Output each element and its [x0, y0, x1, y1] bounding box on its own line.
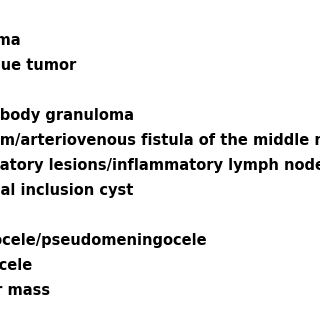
Text: Hematoma: Hematoma — [0, 33, 22, 48]
Text: Meningocele/pseudomeningocele: Meningocele/pseudomeningocele — [0, 233, 208, 248]
Text: Foreign body granuloma: Foreign body granuloma — [0, 108, 134, 123]
Text: Vascular mass: Vascular mass — [0, 283, 50, 298]
Text: Soft tissue tumor: Soft tissue tumor — [0, 58, 76, 73]
Text: Epidermal inclusion cyst: Epidermal inclusion cyst — [0, 183, 133, 198]
Text: Inflammatory lesions/inflammatory lymph node: Inflammatory lesions/inflammatory lymph … — [0, 158, 320, 173]
Text: Cephalocele: Cephalocele — [0, 258, 32, 273]
Text: Aneurysm/arteriovenous fistula of the middle meningeal artery: Aneurysm/arteriovenous fistula of the mi… — [0, 133, 320, 148]
